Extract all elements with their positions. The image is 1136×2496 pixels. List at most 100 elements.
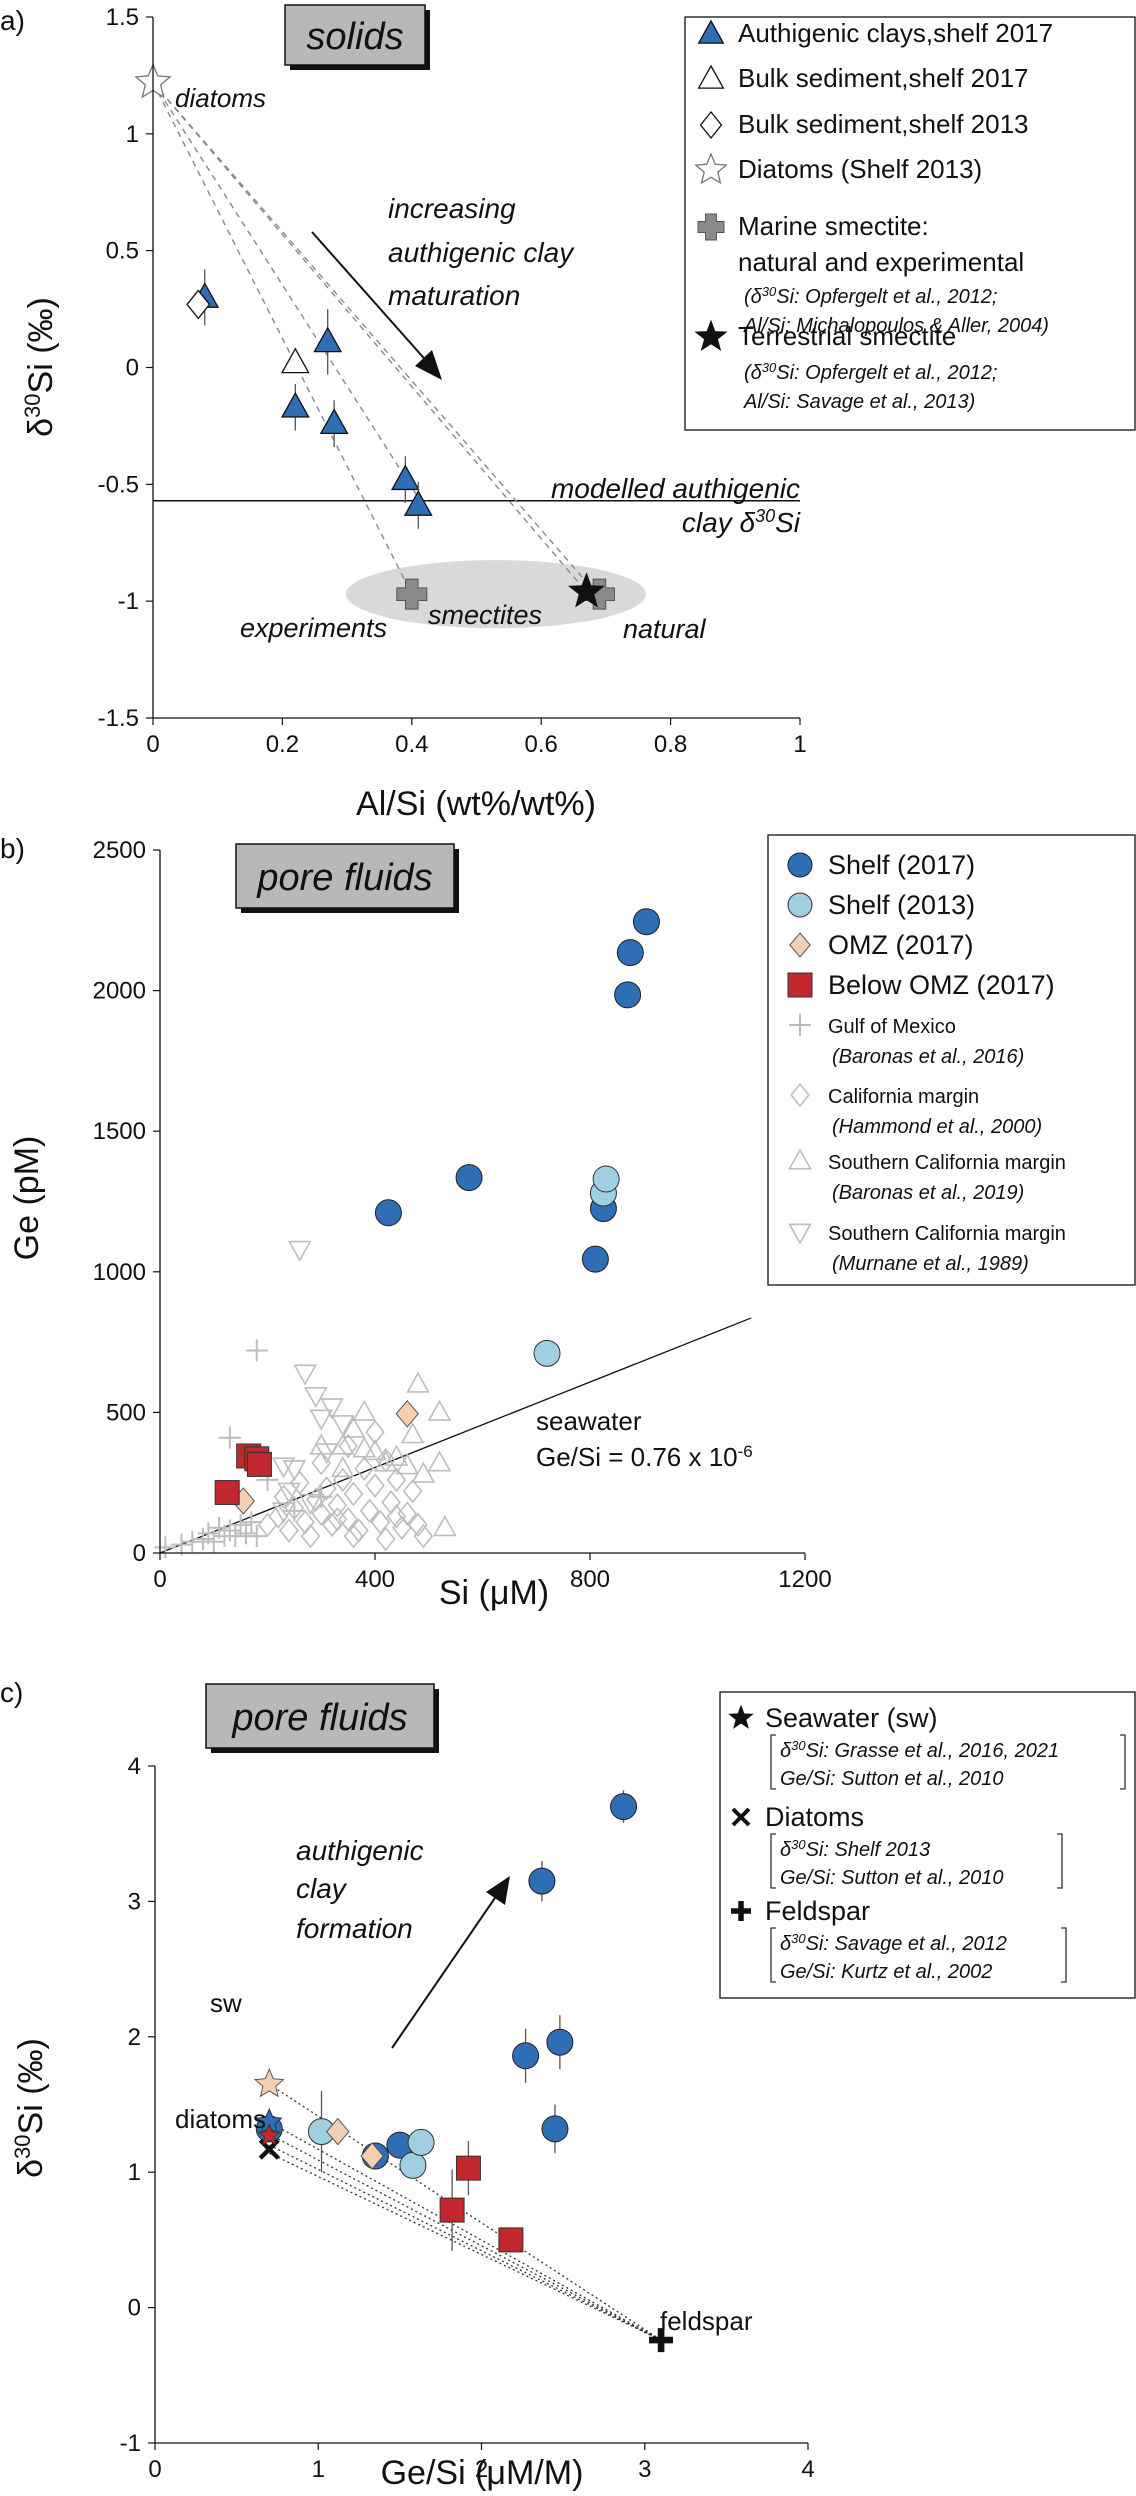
- data-point: [433, 1515, 457, 1537]
- legend-box: [767, 834, 1136, 1286]
- legend-label: Diatoms (Shelf 2013): [738, 154, 982, 184]
- legend-label: Southern California margin: [828, 1223, 1066, 1245]
- x-axis-label: Ge/Si (μM/M): [381, 2454, 584, 2492]
- data-point: [224, 1525, 247, 1548]
- data-point: [304, 1387, 328, 1409]
- data-point: [365, 1419, 385, 1445]
- legend-marker: [787, 972, 813, 998]
- legend-label: Terrestrial smectite: [738, 321, 956, 351]
- data-point: [533, 1339, 561, 1367]
- label-arrow-1: increasing: [388, 193, 516, 224]
- x-tick-label: 0: [153, 1566, 166, 1593]
- data-point: [298, 1493, 323, 1516]
- y-tick-label: 0.5: [106, 238, 139, 265]
- legend-bracket: [1061, 1927, 1067, 1983]
- y-tick-label: -1: [118, 588, 139, 615]
- data-point: [253, 2067, 285, 2098]
- data-point: [284, 1495, 305, 1521]
- data-point: [300, 1523, 321, 1549]
- x-tick-label: 0.4: [395, 731, 428, 758]
- legend-ref: (Baronas et al., 2019): [832, 1182, 1024, 1204]
- data-point: [455, 2155, 481, 2181]
- x-tick-label: 0: [146, 731, 159, 758]
- legend-bracket: [770, 1833, 776, 1889]
- legend-label: Seawater (sw): [765, 1703, 938, 1733]
- label-diatoms: diatoms: [175, 83, 266, 113]
- data-point: [406, 1371, 430, 1393]
- data-point: [411, 1461, 436, 1483]
- y-axis-label: δ30Si (‰): [20, 297, 61, 437]
- data-point: [240, 1511, 263, 1534]
- legend-ref: Ge/Si: Sutton et al., 2010: [780, 1867, 1003, 1889]
- x-axis-label: Si (μM): [439, 1574, 549, 1612]
- x-tick-label: 1: [793, 731, 806, 758]
- panel-a-axes-group: 1.5 1 0.5 0 -0.5 -1 -1.5 0 0.2 0.4 0.6 0.8 1: [98, 4, 807, 758]
- mixing-line: [268, 2152, 662, 2341]
- data-point: [349, 1518, 369, 1543]
- data-point: [313, 326, 343, 353]
- legend-ref: δ30Si: Savage et al., 2012: [780, 1931, 1007, 1956]
- data-point: [316, 1476, 337, 1501]
- data-point: [343, 1523, 364, 1549]
- legend-marker: [789, 932, 811, 958]
- data-point: [395, 1400, 419, 1428]
- data-point: [614, 981, 642, 1009]
- x-tick-label: 3: [638, 2456, 651, 2483]
- legend-marker: [728, 1704, 754, 1729]
- legend-marker: [694, 319, 728, 352]
- legend-marker: [697, 19, 725, 44]
- arrow-line: [311, 231, 431, 366]
- data-point: [439, 2197, 465, 2223]
- data-point: [455, 1164, 483, 1192]
- arrow-line: [391, 1894, 498, 2049]
- legend-ref: (Baronas et al., 2016): [832, 1046, 1024, 1068]
- data-point: [338, 1433, 358, 1459]
- legend-ref: (Murnane et al., 1989): [832, 1253, 1029, 1275]
- data-point: [403, 490, 433, 516]
- data-point: [386, 1504, 407, 1529]
- data-point: [649, 2328, 674, 2353]
- chart-title: pore fluids: [231, 1697, 407, 1739]
- data-point: [218, 1426, 241, 1449]
- data-point: [229, 1513, 252, 1536]
- data-point: [181, 1530, 204, 1553]
- label-ratio: Ge/Si = 0.76 x 10-6: [536, 1442, 753, 1473]
- data-point: [311, 1501, 332, 1526]
- data-point: [293, 1364, 317, 1386]
- seawater-line: [159, 1317, 752, 1554]
- data-point: [374, 1199, 402, 1227]
- data-point: [282, 1460, 307, 1482]
- legend-c: Seawater (sw) δ30Si: Grasse et al., 2016,…: [719, 1691, 1136, 1999]
- mixing-line: [268, 2121, 662, 2341]
- data-point: [279, 1518, 299, 1543]
- x-tick-label: 1: [312, 2456, 325, 2483]
- label-model-1: modelled authigenic: [551, 473, 800, 504]
- data-point: [320, 1398, 344, 1420]
- label-model-2: clay δ30Si: [682, 506, 801, 538]
- data-point: [370, 1509, 391, 1535]
- arrow-head: [486, 1876, 510, 1905]
- label-diatoms: diatoms: [175, 2104, 266, 2134]
- legend-label: Feldspar: [765, 1896, 870, 1926]
- data-point: [271, 1457, 296, 1479]
- label-seawater: seawater: [536, 1406, 642, 1436]
- arrow-head: [415, 350, 442, 380]
- data-point: [512, 2042, 540, 2070]
- x-tick-label: 0.6: [525, 731, 558, 758]
- data-point: [632, 908, 660, 936]
- data-point: [408, 1512, 428, 1538]
- legend-ref: Ge/Si: Kurtz et al., 2002: [780, 1961, 992, 1983]
- legend-ref: (δ30Si: Opfergelt et al., 2012;: [744, 284, 998, 309]
- y-tick-label: -1: [120, 2430, 141, 2457]
- y-tick-label: 0: [128, 2295, 141, 2322]
- legend-ref: Al/Si: Savage et al., 2013): [743, 391, 975, 413]
- legend-ref: δ30Si: Grasse et al., 2016, 2021: [780, 1738, 1059, 1763]
- data-point: [314, 1443, 339, 1465]
- data-point: [277, 1482, 301, 1504]
- x-tick-label: 0.2: [266, 731, 299, 758]
- panel-c-axes-group: 4 3 2 1 0 -1 0 1 2 3 4: [120, 1753, 815, 2483]
- data-point: [235, 1522, 257, 1545]
- data-point: [341, 1416, 366, 1438]
- x-tick-label: 1200: [778, 1566, 831, 1593]
- legend-bracket: [1057, 1833, 1063, 1889]
